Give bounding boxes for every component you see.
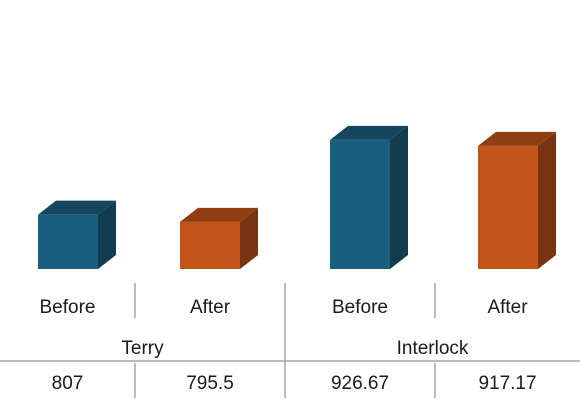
bar-terry-after bbox=[180, 207, 258, 269]
bars-layer bbox=[38, 125, 556, 269]
bar-side-face bbox=[390, 125, 408, 269]
bar-side-face bbox=[538, 131, 556, 269]
bar-interlock-after bbox=[478, 131, 556, 269]
data-value-label: 795.5 bbox=[186, 373, 234, 394]
bar-front-face bbox=[478, 145, 538, 269]
data-value-label: 926.67 bbox=[331, 373, 389, 394]
data-table: Before 807 After 795.5 Before 926.67 After 917.… bbox=[0, 283, 580, 398]
data-value-label: 917.17 bbox=[478, 373, 536, 394]
bar-terry-before bbox=[38, 200, 116, 269]
bar-front-face bbox=[38, 214, 98, 269]
bar-front-face bbox=[330, 139, 390, 269]
bar-front-face bbox=[180, 221, 240, 269]
category-label: Before bbox=[40, 297, 96, 318]
group-label: Terry bbox=[121, 338, 164, 359]
category-label: After bbox=[487, 297, 528, 318]
bar-top-face bbox=[478, 131, 556, 146]
bar-side-face bbox=[98, 200, 116, 269]
data-value-label: 807 bbox=[52, 373, 84, 394]
bar-top-face bbox=[180, 207, 258, 222]
group-label: Interlock bbox=[397, 338, 469, 359]
bar-top-face bbox=[330, 125, 408, 140]
category-label: After bbox=[190, 297, 231, 318]
bar-side-face bbox=[240, 207, 258, 269]
bar-top-face bbox=[38, 200, 116, 215]
bar-interlock-before bbox=[330, 125, 408, 269]
category-label: Before bbox=[332, 297, 388, 318]
